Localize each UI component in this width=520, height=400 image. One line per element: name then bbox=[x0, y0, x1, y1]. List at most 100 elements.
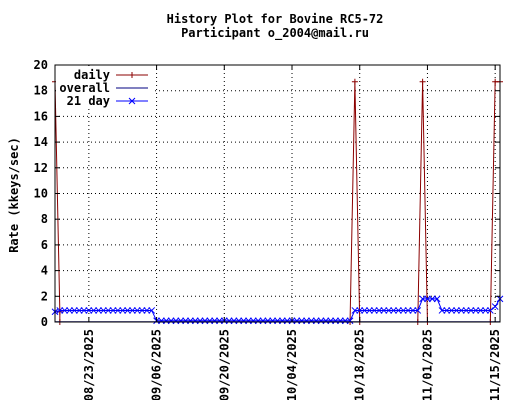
data-point-x bbox=[457, 307, 465, 314]
data-point-plus bbox=[129, 72, 135, 78]
data-point-x bbox=[104, 307, 112, 314]
data-point-x bbox=[433, 295, 441, 303]
data-point-x bbox=[61, 307, 69, 314]
data-point-x bbox=[274, 317, 281, 325]
data-point-x bbox=[230, 317, 238, 325]
data-point-x bbox=[269, 317, 277, 325]
data-point-x bbox=[404, 307, 412, 314]
data-point-x bbox=[438, 307, 446, 314]
y-tick-label: 18 bbox=[34, 84, 48, 98]
legend-label: 21 day bbox=[67, 94, 110, 108]
data-point-x bbox=[317, 317, 325, 325]
data-point-x bbox=[138, 307, 146, 314]
data-point-x bbox=[453, 307, 460, 314]
series-layer bbox=[51, 78, 504, 325]
data-point-x bbox=[196, 317, 204, 325]
data-point-x bbox=[119, 307, 127, 314]
legend-label: overall bbox=[59, 81, 110, 95]
series-line bbox=[54, 81, 500, 323]
data-point-x bbox=[462, 307, 470, 314]
y-tick-label: 2 bbox=[41, 289, 48, 303]
chart-subtitle: Participant o_2004@mail.ru bbox=[181, 26, 369, 41]
y-tick-label: 16 bbox=[34, 109, 48, 123]
data-point-x bbox=[100, 307, 107, 314]
data-point-x bbox=[414, 307, 422, 314]
y-tick-label: 10 bbox=[34, 187, 48, 201]
data-point-x bbox=[201, 317, 209, 325]
data-point-x bbox=[390, 307, 397, 314]
x-tick-label: 10/04/2025 bbox=[285, 329, 299, 400]
data-point-x bbox=[370, 307, 378, 314]
data-point-x bbox=[356, 307, 364, 314]
data-point-x bbox=[206, 317, 214, 325]
data-point-x bbox=[375, 307, 383, 314]
data-point-x bbox=[211, 317, 218, 325]
data-point-x bbox=[380, 307, 388, 314]
data-point-x bbox=[66, 307, 73, 314]
y-tick-label: 6 bbox=[41, 238, 48, 252]
data-point-x bbox=[486, 307, 494, 314]
data-point-x bbox=[477, 307, 485, 314]
data-point-x bbox=[308, 317, 315, 325]
data-point-x bbox=[361, 307, 368, 314]
data-point-x bbox=[133, 307, 141, 314]
data-point-x bbox=[109, 307, 117, 314]
y-tick-label: 20 bbox=[34, 58, 48, 72]
data-point-x bbox=[85, 307, 93, 314]
data-point-x bbox=[56, 307, 64, 314]
data-point-x bbox=[351, 307, 359, 314]
data-point-x bbox=[337, 317, 344, 325]
data-point-x bbox=[177, 317, 185, 325]
x-tick-label: 11/15/2025 bbox=[488, 329, 502, 400]
data-point-x bbox=[70, 307, 78, 314]
data-point-x bbox=[443, 307, 451, 314]
data-point-x bbox=[245, 317, 252, 325]
data-point-x bbox=[249, 317, 257, 325]
data-point-x bbox=[259, 317, 267, 325]
data-point-x bbox=[312, 317, 320, 325]
data-point-x bbox=[182, 317, 189, 325]
series-daily bbox=[52, 78, 503, 325]
data-point-x bbox=[467, 307, 475, 314]
data-point-x bbox=[385, 307, 393, 314]
axis-ticks: 0 2 4 6 8 10 12 14 16 18 20 08/23/2025 09/06/2025 09/… bbox=[34, 58, 503, 400]
y-tick-label: 0 bbox=[41, 315, 48, 329]
data-point-x bbox=[162, 317, 170, 325]
data-point-x bbox=[283, 317, 291, 325]
data-point-x bbox=[240, 317, 247, 325]
data-point-x bbox=[75, 307, 83, 314]
data-point-x bbox=[128, 97, 136, 105]
data-point-x bbox=[235, 317, 243, 325]
data-point-x bbox=[187, 317, 194, 325]
y-tick-label: 8 bbox=[41, 212, 48, 226]
data-point-x bbox=[124, 307, 131, 314]
data-point-x bbox=[428, 295, 436, 303]
data-point-x bbox=[322, 317, 330, 325]
data-point-x bbox=[129, 307, 136, 314]
data-point-x bbox=[346, 317, 354, 325]
x-tick-label: 11/01/2025 bbox=[420, 329, 434, 400]
data-point-x bbox=[409, 307, 417, 314]
y-tick-label: 14 bbox=[34, 135, 48, 149]
data-point-x bbox=[399, 307, 407, 314]
series-21-day bbox=[51, 295, 504, 325]
data-point-x bbox=[80, 307, 88, 314]
data-point-x bbox=[303, 317, 310, 325]
y-axis-label: Rate (kkeys/sec) bbox=[7, 137, 21, 253]
data-point-x bbox=[298, 317, 306, 325]
data-point-x bbox=[293, 317, 301, 325]
data-point-x bbox=[264, 317, 272, 325]
data-point-x bbox=[148, 307, 156, 314]
data-point-x bbox=[158, 317, 165, 325]
data-point-x bbox=[216, 317, 223, 325]
data-point-x bbox=[482, 307, 489, 314]
data-point-x bbox=[341, 317, 349, 325]
data-point-x bbox=[472, 307, 480, 314]
data-point-x bbox=[143, 307, 151, 314]
data-point-x bbox=[419, 295, 426, 303]
data-point-x bbox=[167, 317, 175, 325]
x-tick-label: 10/18/2025 bbox=[353, 329, 367, 400]
data-point-x bbox=[172, 317, 180, 325]
